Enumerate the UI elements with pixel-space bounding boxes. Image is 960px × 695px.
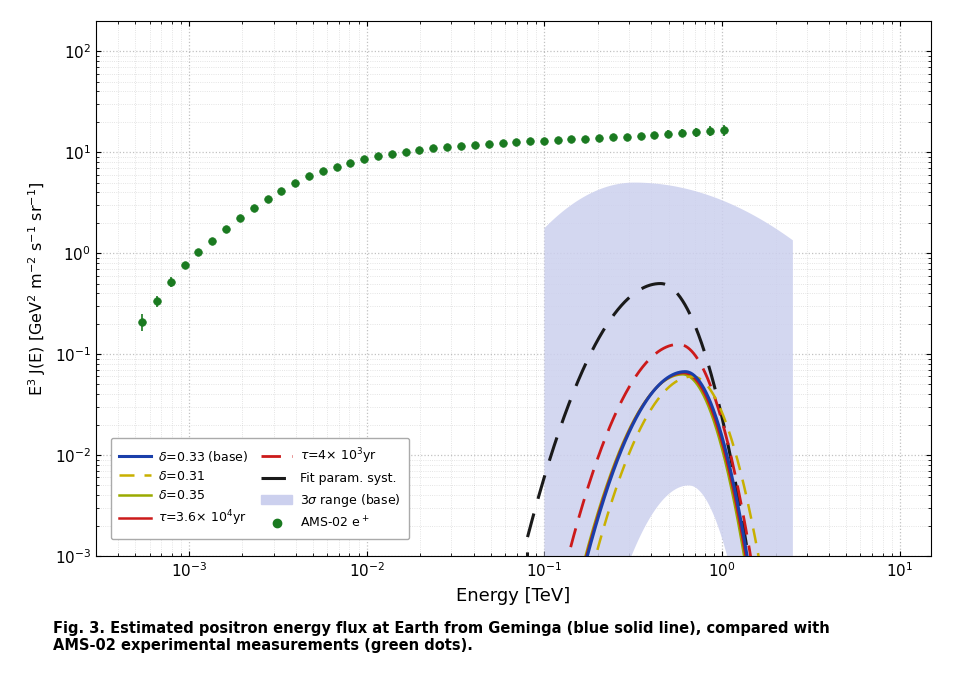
Text: Fig. 3. Estimated positron energy flux at Earth from Geminga (blue solid line), : Fig. 3. Estimated positron energy flux a… xyxy=(53,621,829,636)
Text: AMS-02 experimental measurements (green dots).: AMS-02 experimental measurements (green … xyxy=(53,638,472,653)
X-axis label: Energy [TeV]: Energy [TeV] xyxy=(456,587,571,605)
Legend: $\delta$=0.33 (base), $\delta$=0.31, $\delta$=0.35, $\tau$=3.6$\times$ 10$^4$yr,: $\delta$=0.33 (base), $\delta$=0.31, $\d… xyxy=(110,438,409,539)
Y-axis label: E$^3$ J(E) [GeV$^2$ m$^{-2}$ s$^{-1}$ sr$^{-1}$]: E$^3$ J(E) [GeV$^2$ m$^{-2}$ s$^{-1}$ sr… xyxy=(26,181,48,396)
